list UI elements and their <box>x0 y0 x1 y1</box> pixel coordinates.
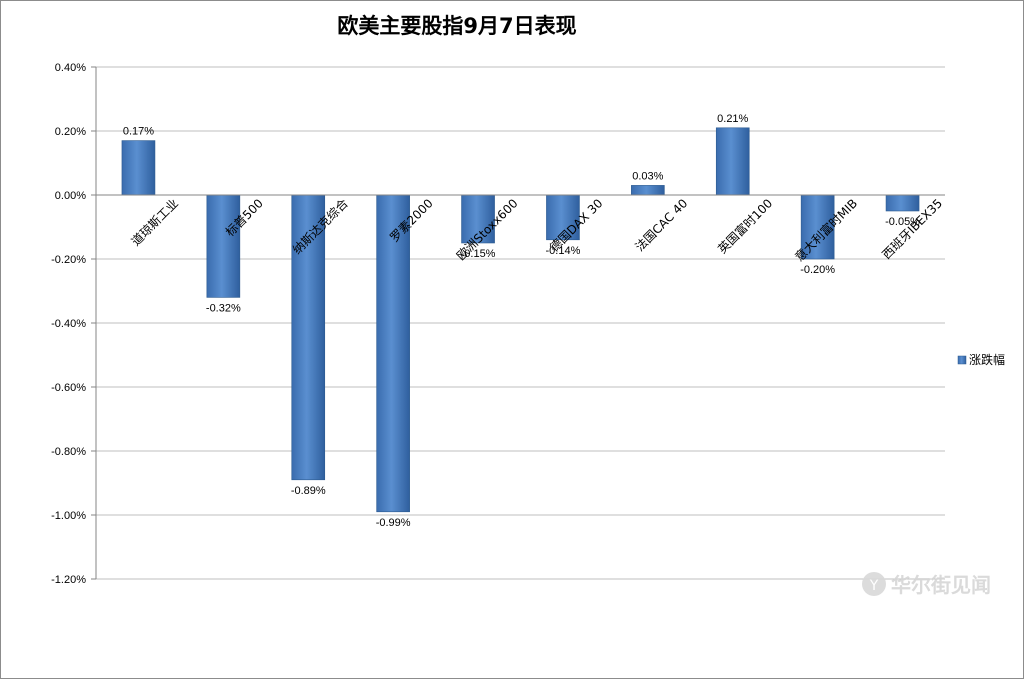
bar <box>121 140 156 196</box>
legend-swatch <box>957 355 967 365</box>
bars <box>96 127 945 513</box>
bar <box>885 194 920 212</box>
data-labels: 0.17% -0.32% -0.89% -0.99% -0.15% -0.14% 0.03%… <box>123 113 920 529</box>
y-tick-label: -0.20% <box>51 254 86 266</box>
gridlines <box>96 66 945 580</box>
data-label: -0.20% <box>800 264 835 276</box>
bar <box>800 194 835 260</box>
y-tick-label: -1.00% <box>51 510 86 522</box>
bar <box>206 194 241 298</box>
data-label: -0.15% <box>461 248 496 260</box>
y-tick-label: 0.40% <box>55 62 86 74</box>
category-label: 道琼斯工业 <box>128 196 181 249</box>
y-tick-label: -0.40% <box>51 318 86 330</box>
y-tick-label: 0.20% <box>55 126 86 138</box>
y-tick-label: -0.80% <box>51 446 86 458</box>
data-label: -0.05% <box>885 216 920 228</box>
data-label: 0.17% <box>123 126 154 138</box>
wallstreetcn-logo-icon <box>862 572 886 596</box>
legend: 涨跌幅 <box>957 352 1005 367</box>
data-label: -0.32% <box>206 302 241 314</box>
bar <box>546 194 580 241</box>
bar <box>376 194 410 513</box>
data-label: -0.99% <box>376 517 411 529</box>
data-label: 0.21% <box>717 113 748 125</box>
y-tick-label: 0.00% <box>55 190 86 202</box>
legend-label: 涨跌幅 <box>969 352 1005 367</box>
svg-text:Y: Y <box>869 578 879 594</box>
bar <box>631 185 665 196</box>
data-label: -0.14% <box>546 245 581 257</box>
bar <box>715 127 750 196</box>
watermark: Y 华尔街见闻 <box>862 572 991 597</box>
data-label: 0.03% <box>632 170 663 182</box>
bar <box>461 194 495 244</box>
y-tick-label: -0.60% <box>51 382 86 394</box>
y-axis-ticks: 0.40% 0.20% 0.00% -0.20% -0.40% -0.60% -0.80% -… <box>51 62 97 586</box>
watermark-text: 华尔街见闻 <box>891 573 991 597</box>
category-label: 法国CAC 40 <box>633 196 691 254</box>
y-tick-label: -1.20% <box>51 574 86 586</box>
chart-title: 欧美主要股指9月7日表现 <box>337 14 576 38</box>
data-label: -0.89% <box>291 485 326 497</box>
category-label: 英国富时100 <box>715 196 776 257</box>
